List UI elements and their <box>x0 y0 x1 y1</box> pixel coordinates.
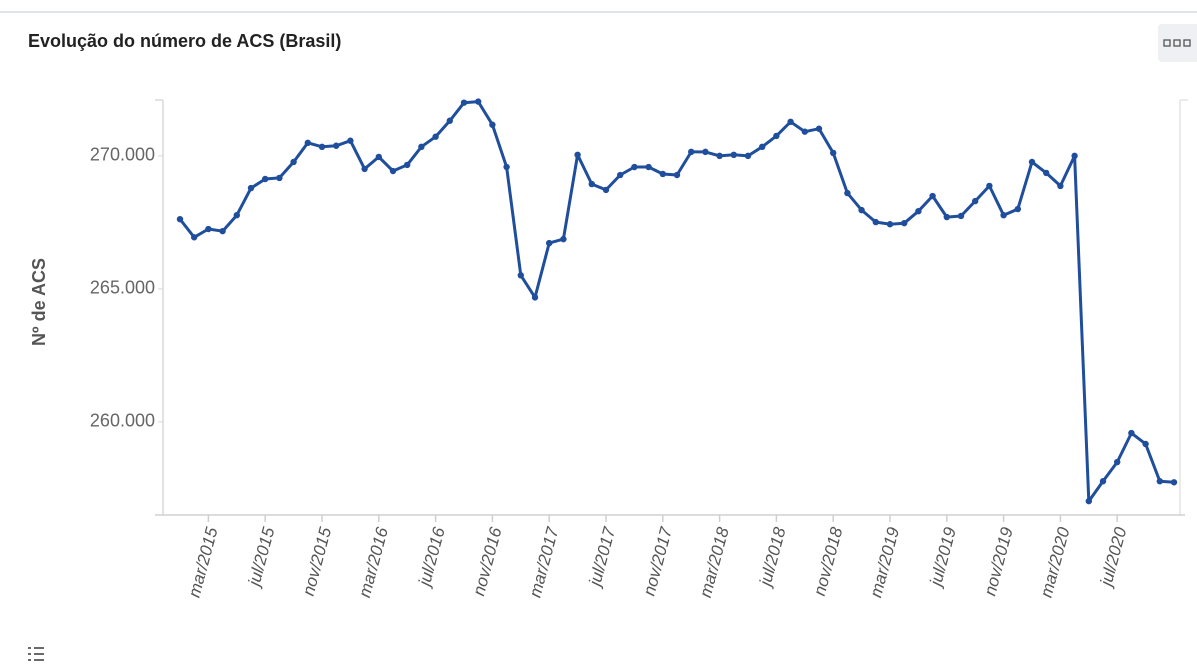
data-point <box>333 142 340 149</box>
data-point <box>1128 429 1135 437</box>
x-tick-label: jul/2017 <box>585 525 619 590</box>
data-point <box>1142 440 1149 448</box>
data-point <box>531 294 539 301</box>
data-point <box>1099 478 1107 485</box>
x-tick-label: mar/2017 <box>525 525 562 600</box>
data-point <box>730 151 737 159</box>
data-point <box>176 215 184 223</box>
x-tick-label: jul/2020 <box>1096 525 1130 590</box>
data-point <box>602 186 610 194</box>
data-point <box>318 143 326 151</box>
data-point <box>943 213 950 221</box>
data-point <box>404 161 411 169</box>
x-tick-label: nov/2019 <box>980 525 1017 598</box>
series-line <box>178 100 1175 503</box>
data-point <box>872 218 879 226</box>
data-point <box>517 272 524 279</box>
x-tick-label: mar/2020 <box>1037 525 1074 600</box>
data-point <box>588 180 595 188</box>
data-point <box>673 171 681 179</box>
data-point <box>247 184 255 192</box>
data-point <box>233 211 240 219</box>
data-point <box>191 234 198 241</box>
data-point <box>1170 479 1178 486</box>
data-point <box>617 171 624 179</box>
x-tick-label: mar/2018 <box>696 525 733 600</box>
data-point <box>759 143 766 151</box>
data-point <box>290 158 297 166</box>
data-point <box>986 182 993 190</box>
data-point <box>801 128 808 135</box>
data-point <box>688 148 695 156</box>
data-point <box>304 139 311 147</box>
data-point <box>787 118 794 126</box>
data-point <box>1085 497 1093 505</box>
x-tick-label: jul/2016 <box>415 525 449 590</box>
y-axis-title: Nº de ACS <box>29 258 49 346</box>
data-point <box>347 137 354 144</box>
data-point <box>858 206 865 214</box>
data-point <box>645 163 652 171</box>
data-point <box>1057 182 1064 190</box>
data-point <box>1114 458 1121 466</box>
data-point <box>503 163 510 171</box>
data-point <box>1071 152 1078 160</box>
data-point <box>972 197 979 205</box>
data-point <box>702 148 709 156</box>
data-point <box>815 125 823 132</box>
x-tick-label: jul/2019 <box>926 525 960 590</box>
data-point <box>361 165 368 173</box>
data-point <box>773 132 780 140</box>
data-point <box>432 133 439 140</box>
data-point <box>901 219 908 227</box>
data-point <box>560 235 567 243</box>
x-tick-label: jul/2018 <box>755 525 789 590</box>
data-point <box>460 99 468 106</box>
data-point <box>957 212 965 220</box>
data-point <box>1156 478 1164 485</box>
x-tick-label: nov/2017 <box>640 525 677 598</box>
data-point <box>631 163 638 171</box>
legend-toggle[interactable] <box>28 647 44 661</box>
data-point <box>475 98 482 105</box>
data-point <box>276 174 283 182</box>
data-point <box>1014 205 1021 213</box>
data-point <box>929 192 936 200</box>
data-point <box>574 151 581 159</box>
data-point <box>659 170 666 178</box>
data-point <box>744 152 752 160</box>
x-tick-label: mar/2015 <box>185 525 222 600</box>
y-tick-label: 260.000 <box>90 411 155 431</box>
x-tick-label: nov/2018 <box>810 525 847 598</box>
data-point <box>219 227 226 235</box>
data-point <box>446 117 453 124</box>
data-point <box>1000 211 1007 219</box>
data-point <box>375 153 382 161</box>
chart-title: Evolução do número de ACS (Brasil) <box>28 31 341 51</box>
x-tick-label: nov/2016 <box>469 525 506 598</box>
data-point <box>205 225 212 233</box>
data-point <box>1043 169 1050 177</box>
menu-button[interactable] <box>1158 24 1197 62</box>
data-point <box>886 221 894 228</box>
x-tick-label: mar/2016 <box>355 525 392 600</box>
data-point <box>418 143 425 151</box>
data-point <box>716 152 723 160</box>
y-tick-label: 270.000 <box>90 145 155 165</box>
x-tick-label: nov/2015 <box>299 525 336 598</box>
data-point <box>1028 158 1036 166</box>
y-tick-label: 265.000 <box>90 278 155 298</box>
data-point <box>389 167 397 175</box>
x-tick-label: mar/2019 <box>866 525 903 600</box>
x-tick-label: jul/2015 <box>244 525 278 590</box>
data-point <box>546 239 553 247</box>
data-point <box>489 121 496 128</box>
data-point <box>262 175 269 183</box>
data-point <box>844 189 851 197</box>
data-point <box>830 149 837 157</box>
data-point <box>915 207 922 215</box>
